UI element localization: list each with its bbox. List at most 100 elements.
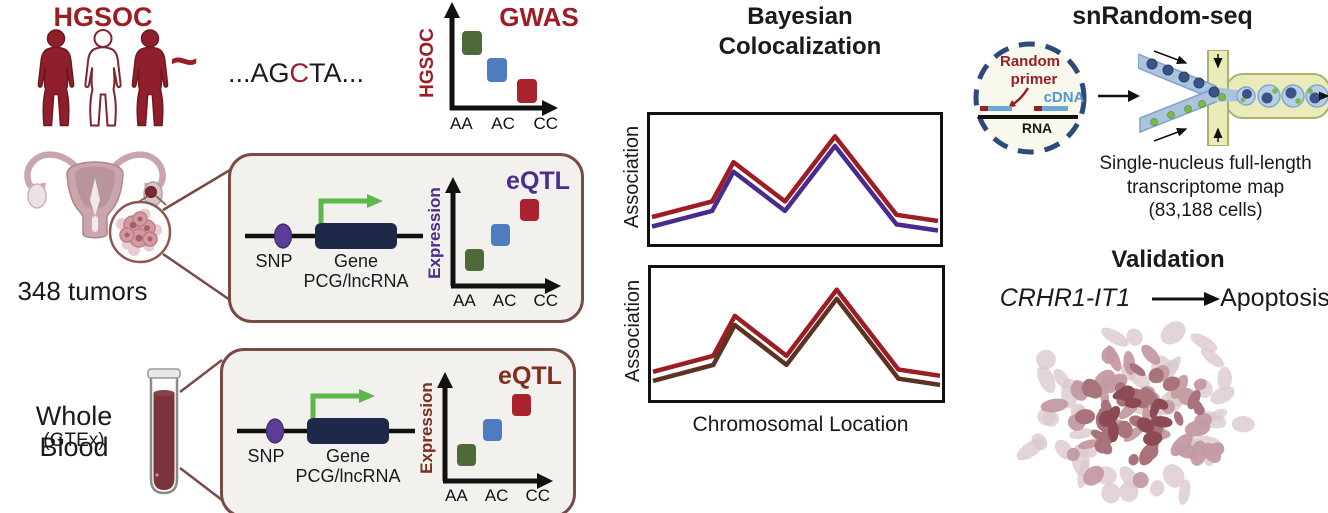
eqtl-blood-snp-label: SNP [247,446,285,466]
tumor-magnifier-circle [108,200,172,264]
validation-title: Validation [1111,246,1225,273]
apoptosis-label: Apoptosis [1220,284,1328,312]
uterus-tumor-illustration [24,151,172,264]
gwas-point-aa [462,31,482,55]
cdna-label: cDNA [1043,89,1085,106]
eqtl-tumor-xtick-cc: CC [533,291,558,310]
transcriptome-map-caption: Single-nucleus full-length transcriptome… [1083,152,1328,223]
gene-to-apoptosis-arrow [1152,292,1220,306]
eqtl-tumor-genetype-label: PCG/lncRNA [303,271,409,291]
snp-icon [265,418,285,444]
bead-inlet-channel [1139,86,1217,134]
gwas-xticks: AA AC CC [450,114,558,134]
sequence-snp-allele: C [289,58,310,88]
gwas-association-line [651,134,939,224]
microfluidic-device-illustration [1138,50,1328,146]
eqtl-blood-genetype-label: PCG/lncRNA [295,466,401,486]
colocalization-title: Bayesian Colocalization [660,2,940,62]
eqtl-blood-xtick-aa: AA [445,486,468,505]
nucleus-dashed-circle [973,41,1087,155]
eqtl-blood-gene-label: Gene [325,446,371,466]
eqtl-tumor-xtick-aa: AA [453,291,476,310]
nuclei-dots [1146,58,1220,98]
transcription-arrow-icon [310,393,361,418]
apoptotic-cells-illustration [1016,321,1255,505]
primer-cdna-strand-2 [1034,106,1068,111]
snrandom-seq-title: snRandom-seq [1072,2,1253,30]
eqtl-tumor-ylabel: Expression [425,187,444,279]
gwas-xtick-ac: AC [491,114,515,133]
eqtl-blood-xtick-ac: AC [484,486,509,505]
gwas-point-cc [517,79,537,103]
tumor-cell-nuclei [124,216,153,242]
gene-body-icon [307,418,389,444]
eqtl-tumor-title: eQTL [506,167,570,195]
callout-wedge-blood-box [179,359,223,501]
eqtl-tumor-point-aa [465,249,484,271]
eqtl-tumor-plot-axes [445,177,561,294]
blood-eqtl-association-line [652,296,941,388]
caption-line3: (83,188 cells) [1148,200,1263,221]
eqtl-blood-gene-diagram [237,389,415,444]
caption-line2: transcriptome map [1126,176,1285,198]
caption-line1: Single-nucleus full-length [1099,153,1312,174]
gwas-plot-axes [444,2,558,116]
tumor-cohort-label: 348 tumors [17,276,148,306]
colocalization-title-line2: Colocalization [718,33,882,60]
case-silhouette-right [131,29,169,127]
control-silhouette-middle [84,29,122,127]
colocalization-plot-bottom [648,265,945,403]
validated-gene-label: CRHR1-IT1 [999,284,1131,312]
dna-sequence-text: ...AGCTA... [228,58,364,89]
colocalization-xlabel: Chromosomal Location [692,413,909,436]
eqtl-blood-ylabel: Expression [417,382,436,474]
tumor-site-icon [145,186,157,198]
rna-strand-icon [978,115,1078,119]
eqtl-tumor-snp-label: SNP [255,251,293,271]
association-tilde: ~ [170,35,199,88]
callout-wedge-tumor-box [162,168,231,302]
left-ovary-icon [27,183,47,209]
primer-cdna-strand-1 [980,106,1012,111]
eqtl-blood-point-cc [512,394,531,416]
eqtl-blood-point-aa [457,444,476,466]
eqtl-tumor-gene-label: Gene [333,251,379,271]
tumor-eqtl-association-line [651,143,939,233]
colocalization-title-line1: Bayesian [747,3,853,30]
random-primer-label-line1: Random [1000,53,1060,70]
eqtl-blood-point-ac [483,419,502,441]
eqtl-blood-box: SNP Gene PCG/lncRNA Expression eQTL AA A… [220,348,576,513]
gene-body-icon [315,223,397,249]
sequence-pre: ...AG [228,58,290,88]
case-silhouette-left [37,29,75,127]
eqtl-blood-title: eQTL [498,362,562,390]
droplets [1236,84,1328,108]
gwas-ylabel: HGSOC [417,28,438,98]
eqtl-blood-plot-axes [437,372,553,489]
eqtl-tumor-gene-diagram [245,194,423,249]
flow-direction-arrows [1153,50,1328,142]
gwas-xtick-cc: CC [533,114,558,133]
bead-dots [1150,93,1226,126]
gwas-association-line [652,287,941,379]
patient-silhouettes-icon [37,29,169,127]
eqtl-tumor-point-cc [520,199,539,221]
transcription-arrow-icon [318,198,369,223]
eqtl-blood-xticks: AA AC CC [445,486,550,506]
sequence-post: TA... [309,58,365,88]
blood-cohort-label: Whole Blood [35,401,113,462]
blood-tube-icon [147,368,181,495]
snp-icon [273,223,293,249]
random-primer-label-line2: primer [1010,71,1058,88]
eqtl-tumor-xticks: AA AC CC [453,291,558,311]
hgsoc-cohort-title: HGSOC [53,2,153,32]
magnifier-line-right [155,195,167,206]
uterus-body-icon [66,161,124,239]
eqtl-blood-xtick-cc: CC [525,486,550,505]
droplet-flow-arrow [1098,90,1140,102]
gwas-xtick-aa: AA [450,114,473,133]
colocalization-bottom-ylabel: Association [621,279,644,383]
eqtl-tumor-box: SNP Gene PCG/lncRNA Expression eQTL AA A… [228,153,584,323]
